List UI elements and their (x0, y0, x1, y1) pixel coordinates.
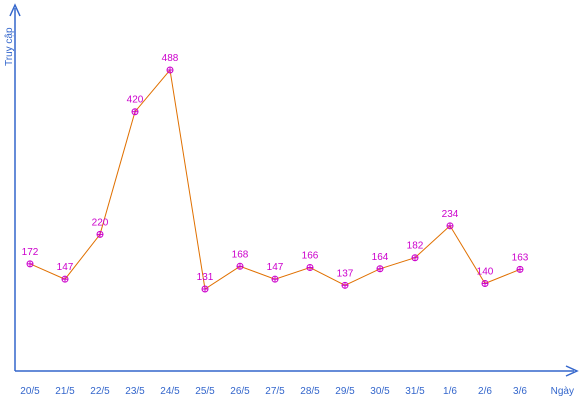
series-line (29, 68, 521, 290)
data-point (341, 281, 349, 289)
x-tick-label: 28/5 (300, 386, 320, 397)
chart-axes: Truy cập Ngày (4, 3, 579, 397)
x-tick-label: 26/5 (230, 386, 250, 397)
data-label: 420 (127, 95, 144, 106)
data-label: 164 (372, 252, 389, 263)
x-tick-label: 30/5 (370, 386, 390, 397)
x-axis-arrow-icon (565, 365, 579, 377)
data-point (61, 275, 69, 283)
data-label: 168 (232, 249, 249, 260)
x-axis-label: Ngày (551, 386, 574, 397)
data-point (201, 285, 209, 293)
y-axis-arrow-icon (9, 3, 21, 17)
data-point (516, 265, 524, 273)
data-point (306, 264, 314, 272)
x-tick-label: 20/5 (20, 386, 40, 397)
data-point (96, 230, 104, 238)
data-label: 137 (337, 268, 354, 279)
data-label: 166 (302, 251, 319, 262)
data-label: 147 (267, 262, 284, 273)
data-label: 131 (197, 272, 214, 283)
y-axis-label: Truy cập (4, 27, 15, 66)
data-point (271, 275, 279, 283)
x-tick-label: 31/5 (405, 386, 425, 397)
x-tick-labels: 20/5 21/5 22/5 23/5 24/5 25/5 26/5 27/5 28/5 29/5… (20, 386, 527, 397)
data-label: 163 (512, 252, 529, 263)
x-tick-label: 1/6 (443, 386, 457, 397)
data-point (376, 265, 384, 273)
x-tick-label: 25/5 (195, 386, 215, 397)
data-label: 234 (442, 209, 459, 220)
x-tick-label: 22/5 (90, 386, 110, 397)
data-point (166, 66, 174, 74)
data-labels: 172 147 220 420 488 131 168 147 166 137 164 182 234 1… (22, 53, 529, 283)
x-tick-label: 29/5 (335, 386, 355, 397)
x-tick-label: 2/6 (478, 386, 492, 397)
data-label: 182 (407, 241, 424, 252)
x-tick-label: 23/5 (125, 386, 145, 397)
data-point (446, 222, 454, 230)
data-label: 172 (22, 247, 39, 258)
x-tick-label: 21/5 (55, 386, 75, 397)
data-point (236, 262, 244, 270)
data-label: 488 (162, 53, 179, 64)
data-point (26, 260, 34, 268)
series-group (26, 66, 524, 293)
x-tick-label: 3/6 (513, 386, 527, 397)
data-label: 147 (57, 262, 74, 273)
data-point (131, 108, 139, 116)
data-point (411, 254, 419, 262)
data-label: 220 (92, 217, 109, 228)
data-point (481, 279, 489, 287)
x-tick-label: 24/5 (160, 386, 180, 397)
x-tick-label: 27/5 (265, 386, 285, 397)
data-label: 140 (477, 266, 494, 277)
